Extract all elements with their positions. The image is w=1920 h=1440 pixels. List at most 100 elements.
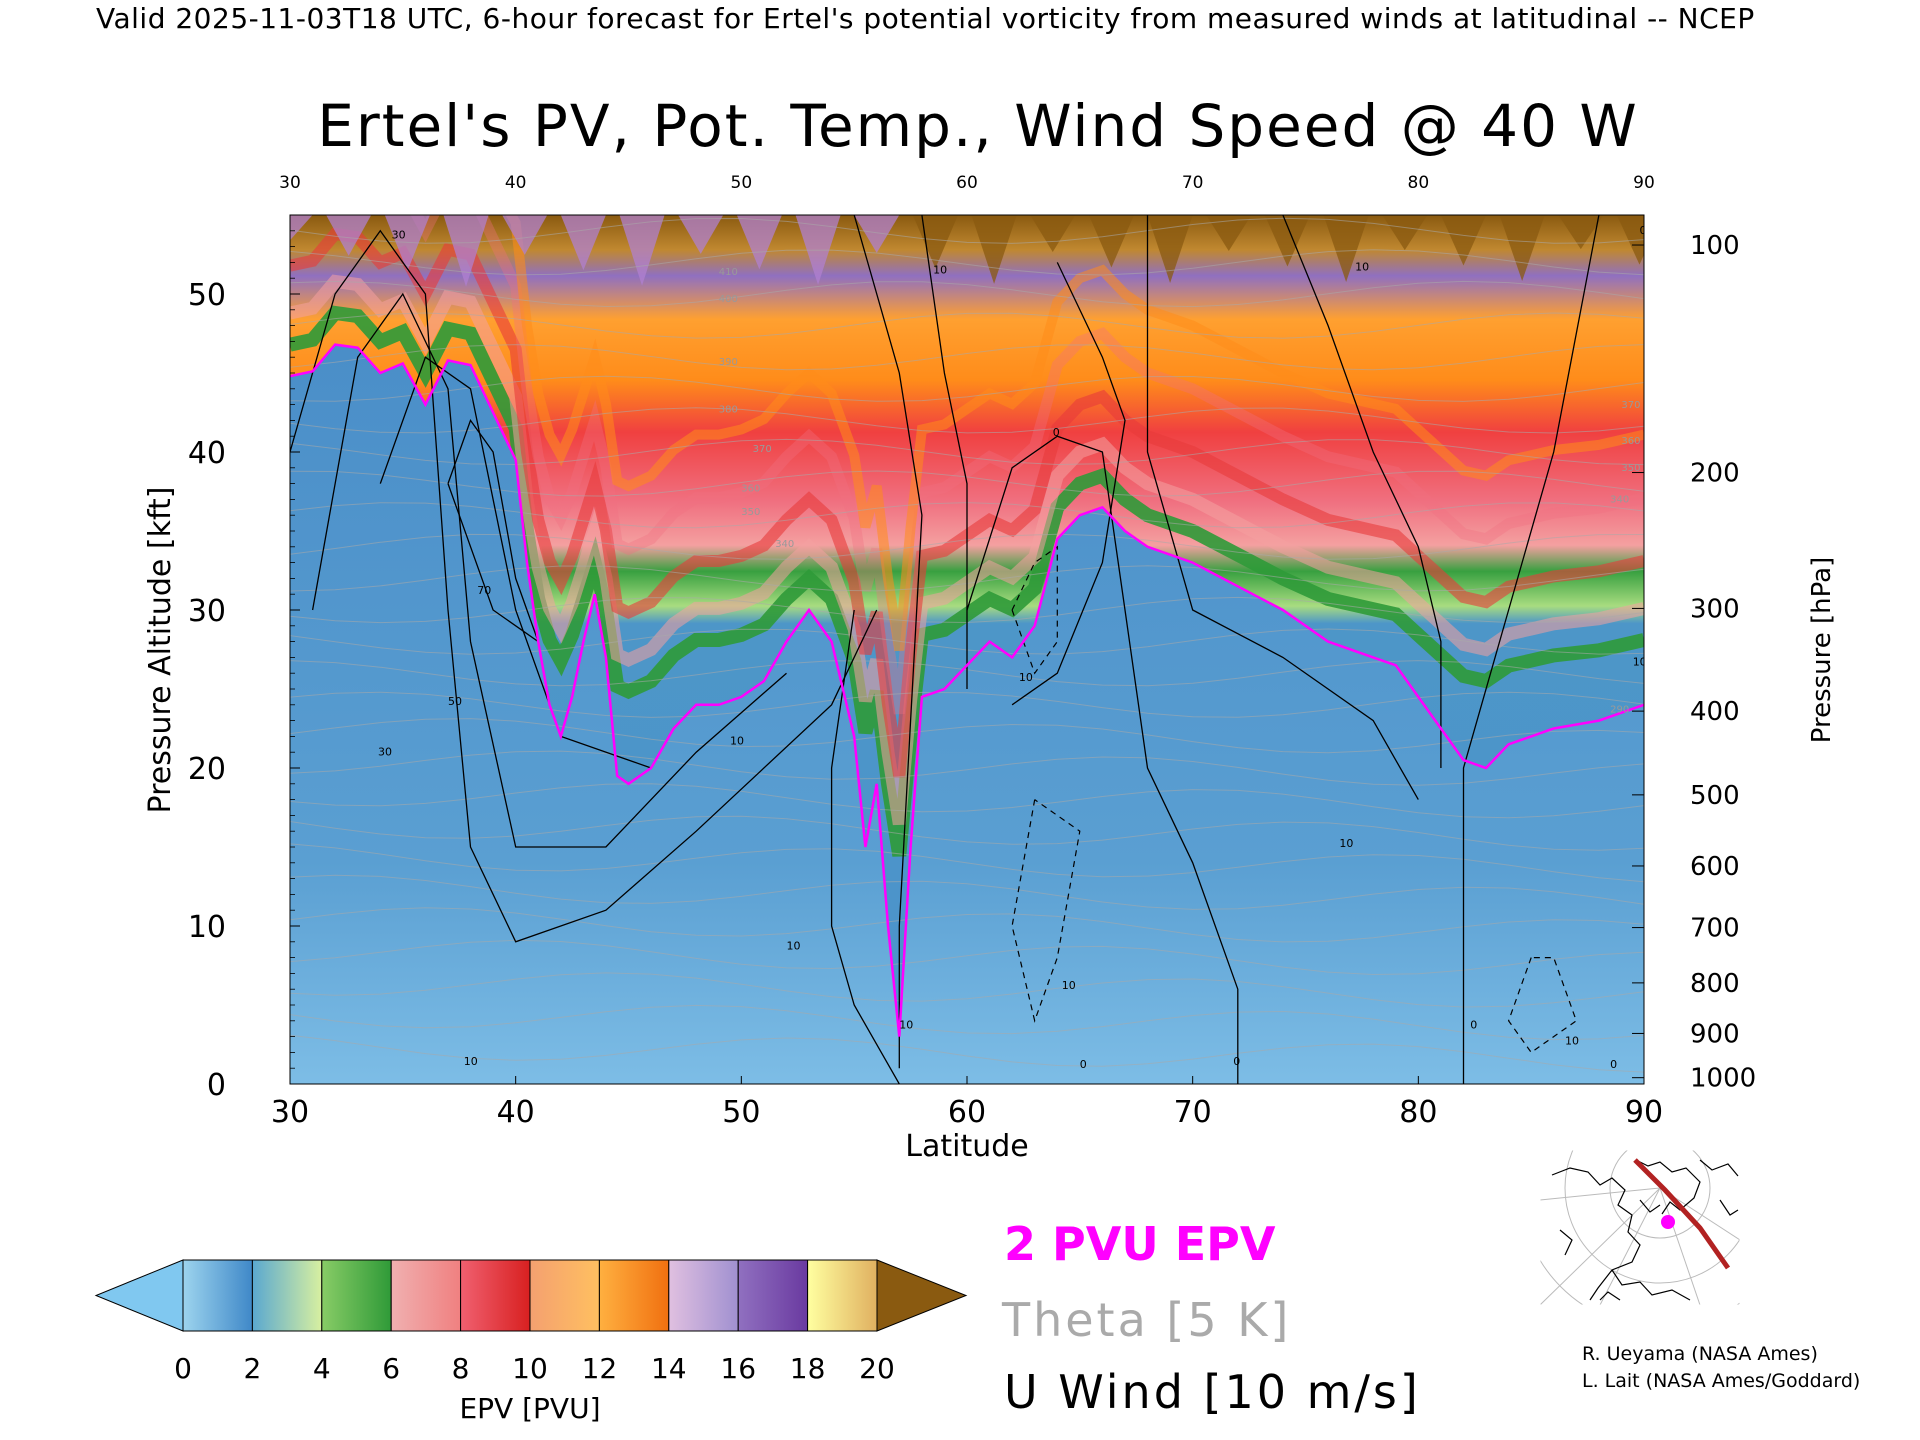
axis-ticks: 3030404050506060707080809090010203040501… bbox=[188, 173, 1756, 1130]
wind-contours bbox=[290, 215, 1600, 1084]
epv-spike bbox=[1147, 215, 1193, 283]
theta-contour-label: 350 bbox=[1621, 463, 1640, 474]
colorbar-band bbox=[251, 1259, 323, 1332]
wind-contour bbox=[1011, 262, 1126, 706]
credit-line-1: R. Ueyama (NASA Ames) bbox=[1582, 1343, 1818, 1365]
y-tick-label: 20 bbox=[188, 752, 226, 787]
wind-contour-label: 0 bbox=[1610, 1058, 1617, 1071]
wind-contour-label: 0 bbox=[1470, 1019, 1477, 1032]
x-top-tick-label: 60 bbox=[956, 173, 978, 193]
x-tick-label: 30 bbox=[271, 1095, 309, 1130]
wind-contour bbox=[1146, 215, 1419, 800]
coastlines bbox=[1551, 1159, 1739, 1301]
x-top-tick-label: 70 bbox=[1182, 173, 1204, 193]
y-tick-label: 10 bbox=[188, 910, 226, 945]
colorbar-tick-label: 18 bbox=[790, 1352, 826, 1385]
theta-contour bbox=[290, 407, 1644, 434]
colorbar-band bbox=[737, 1259, 809, 1332]
wind-contour-label: 30 bbox=[378, 745, 392, 758]
wind-contour bbox=[290, 229, 878, 943]
legend-theta: Theta [5 K] bbox=[1001, 1293, 1291, 1347]
x-tick-label: 50 bbox=[722, 1095, 760, 1130]
theta-contour bbox=[290, 718, 1644, 754]
colorbar-over-arrow bbox=[876, 1259, 968, 1332]
wind-contour-negative bbox=[1507, 957, 1578, 1054]
colorbar-label: EPV [PVU] bbox=[459, 1392, 600, 1425]
wind-contour-label: 10 bbox=[1019, 671, 1033, 684]
wind-contour-label: 30 bbox=[392, 229, 406, 242]
x-top-tick-label: 80 bbox=[1408, 173, 1430, 193]
pressure-tick-label: 900 bbox=[1690, 1019, 1740, 1049]
wind-contour-label: 10 bbox=[1565, 1035, 1579, 1048]
epv-spike bbox=[290, 215, 313, 241]
colorbar-tick-label: 12 bbox=[582, 1352, 618, 1385]
contour-labels: 30 70 50 30 10 10 10 10 10 0 10 10 0 0 10 10 0 10 0 0 10 410 4… bbox=[378, 224, 1647, 1071]
chart-title: Ertel's PV, Pot. Temp., Wind Speed @ 40 … bbox=[317, 92, 1639, 160]
colorbar: 0 2 4 6 8 10 12 14 16 18 20 bbox=[94, 1259, 968, 1385]
theta-contour bbox=[290, 907, 1644, 943]
theta-contour-label: 290 bbox=[1610, 705, 1629, 716]
wind-contour bbox=[379, 356, 652, 769]
wind-contour bbox=[921, 215, 968, 689]
epv-spike bbox=[1323, 215, 1369, 282]
theta-contour-label: 390 bbox=[719, 357, 738, 368]
wind-contour bbox=[830, 609, 900, 1084]
wind-contour-label: 50 bbox=[448, 695, 462, 708]
theta-contour-label: 340 bbox=[1610, 495, 1629, 506]
x-tick-label: 70 bbox=[1174, 1095, 1212, 1130]
theta-contour bbox=[290, 312, 1644, 339]
y-tick-label: 0 bbox=[207, 1068, 226, 1103]
x-top-tick-label: 30 bbox=[279, 173, 301, 193]
pressure-tick-label: 400 bbox=[1690, 697, 1740, 727]
colorbar-tick-label: 4 bbox=[313, 1352, 331, 1385]
wind-contour-label: 0 bbox=[1053, 426, 1060, 439]
theta-contour-label: 400 bbox=[719, 294, 738, 305]
wind-contour-negative bbox=[1011, 799, 1081, 1023]
y-axis-label: Pressure Altitude [kft] bbox=[143, 487, 178, 814]
colorbar-tick-label: 20 bbox=[859, 1352, 895, 1385]
pressure-tick-label: 800 bbox=[1690, 969, 1740, 999]
theta-contour bbox=[290, 843, 1644, 883]
theta-contour-label: 410 bbox=[719, 267, 738, 278]
wind-contour-label: 10 bbox=[1062, 979, 1076, 992]
colorbar-tick-label: 14 bbox=[651, 1352, 687, 1385]
theta-contour bbox=[290, 249, 1644, 276]
wind-contour-label: 0 bbox=[1233, 1055, 1240, 1068]
colorbar-tick-label: 10 bbox=[512, 1352, 548, 1385]
theta-contour bbox=[290, 375, 1644, 402]
theta-contour bbox=[290, 815, 1644, 851]
epv-band bbox=[505, 215, 1644, 652]
wind-contour-label: 10 bbox=[1633, 655, 1647, 668]
x-tick-label: 40 bbox=[497, 1095, 535, 1130]
valid-time-header: Valid 2025-11-03T18 UTC, 6-hour forecast… bbox=[96, 2, 1755, 35]
wind-contour bbox=[311, 292, 787, 848]
epv-spike bbox=[326, 215, 372, 256]
transect-track bbox=[1633, 1158, 1731, 1270]
theta-contour bbox=[290, 280, 1644, 308]
epv-spike bbox=[443, 215, 489, 287]
wind-contour bbox=[447, 419, 540, 644]
y-tick-label: 50 bbox=[188, 278, 226, 313]
epv-spike bbox=[1264, 215, 1311, 267]
colorbar-tick-label: 2 bbox=[243, 1352, 261, 1385]
epv-spike bbox=[502, 215, 548, 255]
epv-spike bbox=[971, 215, 1017, 284]
troposphere-fill bbox=[290, 344, 1644, 1084]
epv-spike bbox=[1206, 215, 1252, 252]
pressure-tick-label: 700 bbox=[1690, 914, 1740, 944]
wind-contour bbox=[1282, 215, 1442, 768]
x-top-tick-label: 40 bbox=[505, 173, 527, 193]
theta-contour-label: 340 bbox=[775, 539, 794, 550]
plot-area: 30 70 50 30 10 10 10 10 10 0 10 10 0 0 10 10 0 10 0 0 10 410 4… bbox=[290, 215, 1647, 1084]
pressure-tick-label: 300 bbox=[1690, 594, 1740, 624]
colorbar-under-arrow bbox=[94, 1259, 184, 1332]
wind-contour-label: 10 bbox=[787, 940, 801, 953]
theta-contour-label: 360 bbox=[741, 484, 760, 495]
colorbar-tick-label: 6 bbox=[382, 1352, 400, 1385]
colorbar-band bbox=[668, 1259, 739, 1332]
pressure-tick-label: 500 bbox=[1690, 781, 1740, 811]
credit-line-2: L. Lait (NASA Ames/Goddard) bbox=[1582, 1370, 1860, 1392]
epv-spike bbox=[1030, 215, 1076, 252]
theta-contour bbox=[290, 470, 1644, 497]
